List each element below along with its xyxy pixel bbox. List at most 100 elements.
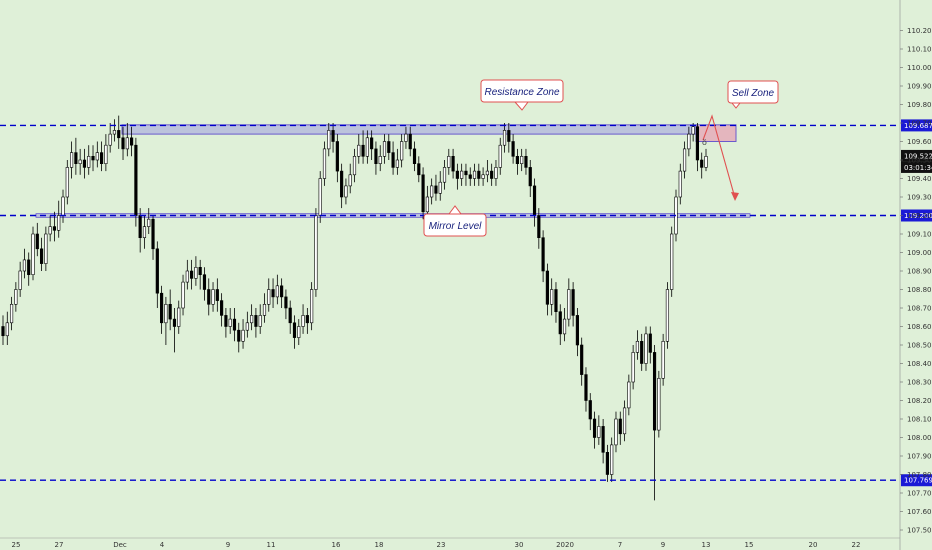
- resistance-zone-label[interactable]: Resistance Zone: [480, 79, 564, 103]
- candle: [477, 170, 481, 179]
- candle: [610, 444, 614, 475]
- mirror-level-label[interactable]: Mirror Level: [423, 213, 487, 237]
- candle: [280, 285, 284, 298]
- candle: [1, 326, 5, 337]
- candle: [554, 289, 558, 313]
- candle: [412, 148, 417, 164]
- candle: [395, 159, 399, 168]
- candle: [691, 126, 695, 135]
- candle: [541, 237, 545, 272]
- candle: [558, 311, 562, 335]
- candle: [597, 426, 601, 438]
- x-tick-label: 2020: [556, 541, 574, 549]
- y-tick-label: 110.200: [907, 27, 932, 35]
- candle: [644, 333, 648, 364]
- candle: [168, 303, 172, 320]
- candle: [177, 307, 181, 327]
- x-tick-label: 7: [618, 541, 622, 549]
- candle: [348, 174, 352, 187]
- candle: [271, 289, 275, 298]
- y-tick-label: 108.200: [907, 397, 932, 405]
- candle: [622, 407, 627, 435]
- candle: [571, 289, 575, 316]
- candle: [104, 144, 108, 164]
- candle: [14, 289, 18, 305]
- candle: [5, 322, 9, 337]
- candle: [670, 233, 674, 290]
- arrow-head-icon: [731, 192, 739, 201]
- candle: [155, 248, 159, 294]
- current-price-text: 109.522: [904, 152, 932, 160]
- y-tick-label: 108.300: [907, 379, 932, 387]
- candle: [134, 144, 138, 216]
- x-tick-label: 18: [375, 541, 384, 549]
- x-tick-label: 22: [852, 541, 861, 549]
- candle: [65, 167, 69, 198]
- y-tick-label: 109.500: [907, 157, 932, 165]
- candle: [464, 170, 468, 176]
- y-tick-label: 109.800: [907, 101, 932, 109]
- candle: [631, 352, 635, 383]
- sell-zone-text: Sell Zone: [732, 88, 775, 99]
- candle: [69, 152, 74, 168]
- candle: [48, 226, 52, 235]
- candle: [460, 170, 464, 179]
- candle: [44, 233, 48, 264]
- x-tick-label: 15: [745, 541, 754, 549]
- candle: [532, 185, 537, 216]
- candle: [31, 233, 35, 276]
- x-tick-label: 16: [332, 541, 341, 549]
- candle: [442, 167, 447, 183]
- candle: [678, 170, 682, 198]
- candle: [112, 130, 117, 135]
- candle: [292, 322, 297, 338]
- candle: [605, 451, 609, 475]
- y-tick-label: 107.500: [907, 527, 932, 535]
- candle: [472, 170, 477, 179]
- y-tick-label: 108.500: [907, 342, 932, 350]
- candle: [627, 381, 631, 409]
- candle: [121, 137, 125, 150]
- candle: [502, 130, 507, 146]
- candle: [387, 141, 391, 153]
- candle: [592, 418, 597, 438]
- y-tick-label: 110.100: [907, 46, 932, 54]
- candle: [408, 133, 412, 150]
- candle: [421, 174, 425, 213]
- y-tick-label: 107.900: [907, 453, 932, 461]
- candle: [687, 133, 691, 150]
- candle: [190, 270, 194, 279]
- candle: [241, 329, 245, 342]
- levels: 109.687 109.200 107.769 109.522 03:01:34: [0, 119, 932, 487]
- sell-zone-label[interactable]: Sell Zone: [727, 80, 779, 104]
- candle: [357, 144, 361, 157]
- y-tick-label: 109.000: [907, 249, 932, 257]
- candle: [215, 289, 219, 301]
- candle: [682, 148, 687, 172]
- candle: [400, 141, 404, 161]
- candle: [211, 289, 215, 305]
- candle: [275, 285, 279, 298]
- candle: [485, 170, 489, 176]
- x-tick-label: 11: [267, 541, 276, 549]
- candle: [490, 170, 494, 179]
- candle: [301, 315, 305, 327]
- resistance-zone-box: [121, 124, 697, 135]
- candle: [455, 170, 459, 179]
- candle: [618, 418, 622, 435]
- candle: [648, 333, 652, 353]
- candle: [652, 352, 657, 431]
- y-tick-label: 109.200: [907, 212, 932, 220]
- candle: [361, 144, 365, 157]
- level-price-badge: [901, 209, 932, 222]
- candle: [498, 144, 502, 168]
- candle: [382, 141, 387, 157]
- candle: [588, 400, 592, 420]
- candle: [601, 426, 605, 453]
- candle: [61, 196, 65, 216]
- candle: [340, 170, 344, 198]
- candle: [635, 340, 640, 353]
- level-price-text: 109.200: [904, 212, 932, 220]
- candle: [228, 318, 232, 327]
- candle: [425, 196, 429, 213]
